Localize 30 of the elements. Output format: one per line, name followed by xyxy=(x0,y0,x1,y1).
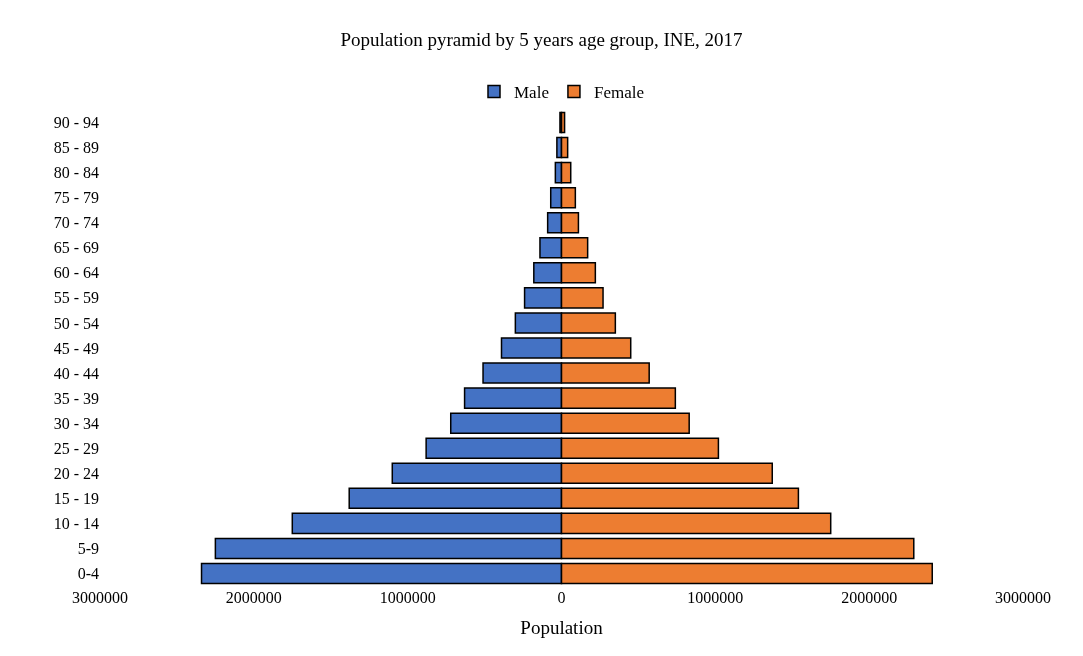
y-tick-label: 90 - 94 xyxy=(53,114,99,132)
y-tick-label: 45 - 49 xyxy=(53,339,99,357)
y-tick-label: 30 - 34 xyxy=(53,414,99,432)
x-tick-label: 0 xyxy=(557,589,566,606)
y-tick-label: 70 - 74 xyxy=(53,214,99,232)
legend-label: Female xyxy=(593,83,644,103)
y-tick-label: 60 - 64 xyxy=(53,264,99,282)
y-tick-label: 15 - 19 xyxy=(53,489,99,507)
y-tick-label: 80 - 84 xyxy=(53,164,99,182)
x-tick-label: 3000000 xyxy=(995,589,1051,606)
y-tick-label: 25 - 29 xyxy=(53,439,99,457)
y-tick-label: 5-9 xyxy=(77,540,99,558)
y-tick-label: 0-4 xyxy=(77,565,99,583)
y-tick-label: 75 - 79 xyxy=(53,189,99,207)
chart-title: Population pyramid by 5 years age group, INE, 2017 xyxy=(340,29,743,51)
x-tick-label: 3000000 xyxy=(72,589,128,606)
y-tick-label: 10 - 14 xyxy=(53,514,99,532)
y-tick-label: 55 - 59 xyxy=(53,289,99,307)
y-tick-label: 50 - 54 xyxy=(53,314,99,332)
x-tick-label: 1000000 xyxy=(687,589,744,606)
legend-label: Male xyxy=(514,83,549,103)
x-tick-label: 2000000 xyxy=(225,589,282,606)
x-tick-label: 2000000 xyxy=(841,589,898,606)
x-axis-title: Population xyxy=(520,616,604,638)
y-tick-label: 65 - 69 xyxy=(53,239,99,257)
y-tick-label: 20 - 24 xyxy=(53,464,99,482)
y-tick-label: 35 - 39 xyxy=(53,389,99,407)
y-tick-label: 40 - 44 xyxy=(53,364,99,382)
x-tick-label: 1000000 xyxy=(379,589,436,606)
y-tick-label: 85 - 89 xyxy=(53,139,99,157)
